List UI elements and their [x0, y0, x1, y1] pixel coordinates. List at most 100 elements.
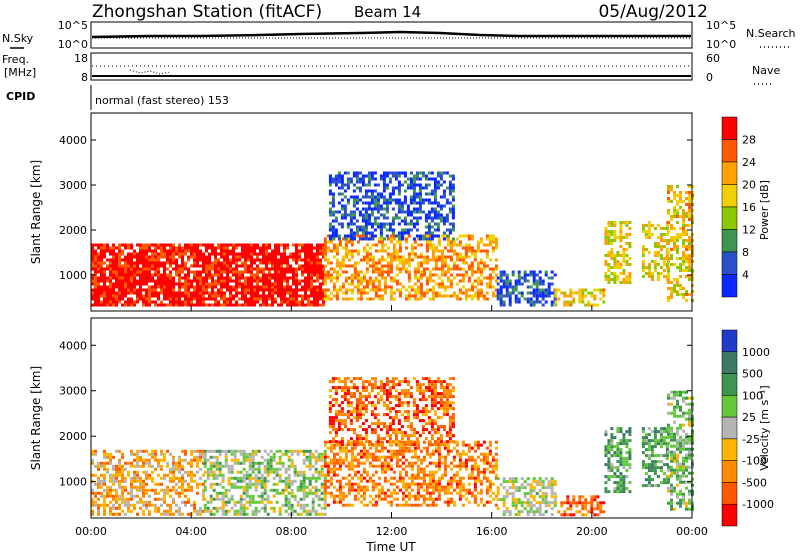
- data-cell: [450, 274, 453, 277]
- data-cell: [202, 298, 205, 301]
- data-cell: [309, 468, 312, 471]
- data-cell: [378, 262, 381, 265]
- data-cell: [332, 386, 335, 389]
- data-cell: [253, 301, 256, 304]
- data-cell: [196, 483, 199, 486]
- data-cell: [166, 253, 169, 256]
- data-cell: [204, 453, 207, 456]
- data-cell: [285, 468, 288, 471]
- data-cell: [190, 450, 193, 453]
- data-cell: [210, 450, 213, 453]
- data-cell: [446, 214, 449, 217]
- data-cell: [244, 244, 247, 247]
- data-cell: [103, 277, 106, 280]
- data-cell: [381, 250, 384, 253]
- data-cell: [419, 196, 422, 199]
- data-cell: [378, 295, 381, 298]
- data-cell: [97, 277, 100, 280]
- data-cell: [307, 265, 310, 268]
- data-cell: [679, 191, 682, 194]
- data-cell: [435, 498, 438, 501]
- data-cell: [231, 471, 234, 474]
- data-cell: [408, 498, 411, 501]
- data-cell: [335, 211, 338, 214]
- data-cell: [234, 483, 237, 486]
- data-cell: [422, 235, 425, 238]
- data-cell: [330, 495, 333, 498]
- data-cell: [154, 304, 157, 307]
- data-cell: [181, 301, 184, 304]
- data-cell: [390, 459, 393, 462]
- data-cell: [130, 262, 133, 265]
- data-cell: [148, 453, 151, 456]
- data-cell: [407, 208, 410, 211]
- data-cell: [121, 453, 124, 456]
- data-cell: [688, 212, 691, 215]
- data-cell: [202, 262, 205, 265]
- data-cell: [97, 507, 100, 510]
- data-cell: [103, 298, 106, 301]
- data-cell: [654, 245, 657, 248]
- data-cell: [329, 410, 332, 413]
- data-cell: [477, 250, 480, 253]
- data-cell: [492, 295, 495, 298]
- data-cell: [607, 221, 610, 224]
- data-cell: [238, 277, 241, 280]
- data-cell: [271, 292, 274, 295]
- data-cell: [291, 450, 294, 453]
- data-cell: [341, 226, 344, 229]
- data-cell: [411, 259, 414, 262]
- data-cell: [157, 244, 160, 247]
- data-cell: [495, 241, 498, 244]
- data-cell: [431, 193, 434, 196]
- data-cell: [225, 459, 228, 462]
- data-cell: [381, 247, 384, 250]
- data-cell: [213, 465, 216, 468]
- data-cell: [480, 280, 483, 283]
- data-cell: [468, 238, 471, 241]
- data-cell: [139, 465, 142, 468]
- data-cell: [244, 247, 247, 250]
- data-cell: [264, 471, 267, 474]
- data-cell: [437, 202, 440, 205]
- data-cell: [193, 304, 196, 307]
- data-cell: [100, 295, 103, 298]
- data-cell: [94, 271, 97, 274]
- data-cell: [261, 474, 264, 477]
- data-cell: [133, 280, 136, 283]
- data-cell: [178, 247, 181, 250]
- data-cell: [539, 289, 542, 292]
- data-cell: [333, 459, 336, 462]
- data-cell: [196, 259, 199, 262]
- data-cell: [94, 277, 97, 280]
- data-cell: [375, 295, 378, 298]
- data-cell: [202, 495, 205, 498]
- data-cell: [384, 292, 387, 295]
- data-cell: [434, 199, 437, 202]
- data-cell: [369, 283, 372, 286]
- data-cell: [196, 471, 199, 474]
- data-cell: [139, 486, 142, 489]
- data-cell: [283, 244, 286, 247]
- data-cell: [357, 274, 360, 277]
- data-cell: [193, 259, 196, 262]
- data-cell: [584, 295, 587, 298]
- data-cell: [298, 244, 301, 247]
- data-cell: [368, 184, 371, 187]
- data-cell: [303, 483, 306, 486]
- data-cell: [459, 256, 462, 259]
- data-cell: [121, 286, 124, 289]
- data-cell: [679, 263, 682, 266]
- data-cell: [378, 465, 381, 468]
- data-cell: [401, 220, 404, 223]
- data-cell: [214, 301, 217, 304]
- data-cell: [271, 298, 274, 301]
- data-cell: [229, 253, 232, 256]
- data-cell: [145, 450, 148, 453]
- data-cell: [285, 480, 288, 483]
- data-cell: [645, 224, 648, 227]
- data-cell: [154, 265, 157, 268]
- data-cell: [486, 459, 489, 462]
- data-cell: [142, 301, 145, 304]
- data-cell: [184, 459, 187, 462]
